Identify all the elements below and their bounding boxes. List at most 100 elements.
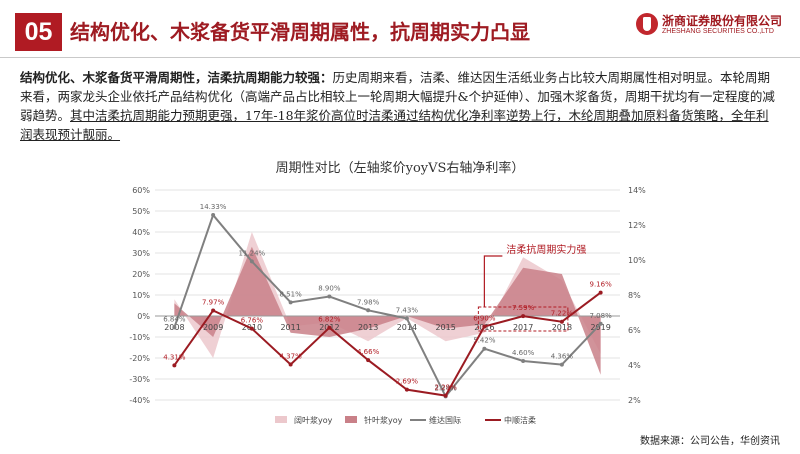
line-c-and-s-label: 4.31% xyxy=(163,353,186,361)
line-c-and-s xyxy=(173,291,602,397)
summary-body: 历史周期来看，洁柔、维达因生活纸业务占比较大周期属性相对明显。本轮周期来看，两家… xyxy=(20,70,775,123)
summary-paragraph: 结构优化、木浆备货平滑周期性，洁柔抗周期能力较强：历史周期来看，洁柔、维达因生活… xyxy=(20,68,780,144)
line-vinda-label: 8.90% xyxy=(318,285,341,293)
line-vinda-label: 7.08% xyxy=(590,312,613,320)
annotation-text: 洁柔抗周期实力强 xyxy=(506,243,586,256)
header-bar: 05 结构优化、木浆备货平滑周期属性，抗周期实力凸显 浙商证券股份有限公司 ZH… xyxy=(0,0,800,64)
line-c-and-s-point xyxy=(404,387,409,392)
x-axis-tick: 2014 xyxy=(397,323,417,332)
left-axis-tick: 60% xyxy=(132,186,150,195)
line-c-and-s-label: 6.76% xyxy=(241,317,264,325)
line-vinda-label: 2.24% xyxy=(435,384,458,392)
line-vinda-label: 7.98% xyxy=(357,298,380,306)
chart-title: 周期性对比（左轴浆价yoyVS右轴净利率） xyxy=(276,160,525,176)
line-vinda-point xyxy=(404,316,409,321)
line-c-and-s-label: 2.69% xyxy=(396,378,419,386)
x-axis-tick: 2013 xyxy=(358,323,378,332)
line-vinda-label: 8.51% xyxy=(280,290,303,298)
line-vinda-point xyxy=(521,359,526,363)
line-vinda-label: 14.33% xyxy=(200,203,227,211)
line-c-and-s-point xyxy=(327,325,332,330)
line-c-and-s-label: 6.82% xyxy=(318,316,341,324)
legend-label-0: 阔叶浆yoy xyxy=(294,415,333,425)
summary-lead: 结构优化、木浆备货平滑周期性，洁柔抗周期能力较强： xyxy=(20,70,333,85)
line-c-and-s-label: 4.37% xyxy=(280,352,303,360)
line-vinda-point xyxy=(211,213,216,218)
line-c-and-s-point xyxy=(211,308,216,313)
line-c-and-s-point xyxy=(598,290,603,295)
logo-mark-icon xyxy=(636,13,658,35)
left-axis-tick: 0% xyxy=(137,312,150,321)
left-axis-tick: 30% xyxy=(132,249,150,258)
legend-label-3: 中顺洁柔 xyxy=(504,415,536,425)
line-vinda-point xyxy=(559,362,564,367)
legend-swatch-1 xyxy=(345,416,357,423)
line-vinda-label: 7.43% xyxy=(396,307,419,315)
line-c-and-s-label: 7.59% xyxy=(512,304,535,312)
right-axis-tick: 8% xyxy=(628,291,641,300)
line-vinda-label: 4.60% xyxy=(512,349,535,357)
chart-area: 周期性对比（左轴浆价yoyVS右轴净利率） -40% -30% -20% -10% 0% 1… xyxy=(0,150,800,450)
line-vinda-point xyxy=(288,300,293,305)
right-axis-tick: 10% xyxy=(628,256,646,265)
left-axis-tick: -40% xyxy=(129,396,150,405)
line-vinda-point xyxy=(172,325,177,330)
left-axis-tick: 50% xyxy=(132,207,150,216)
line-c-and-s-point xyxy=(172,363,177,368)
line-c-and-s-label: 4.66% xyxy=(357,348,380,356)
left-axis-tick: -30% xyxy=(129,375,150,384)
line-vinda-label: 11.24% xyxy=(239,249,266,257)
line-vinda-point xyxy=(327,294,332,299)
x-axis-tick: 2015 xyxy=(435,323,455,332)
left-axis-tick: 40% xyxy=(132,228,150,237)
line-c-and-s-point xyxy=(443,393,448,398)
x-axis-tick: 2009 xyxy=(203,323,223,332)
x-axis-tick: 2017 xyxy=(513,323,533,332)
annotation-arrow xyxy=(483,255,503,307)
area-softwood-pulp-yoy xyxy=(174,246,601,375)
line-c-and-s-point xyxy=(521,314,526,319)
summary-underlined: 其中洁柔抗周期能力预期更强，17年-18年浆价高位时洁柔通过结构优化净利率逆势上… xyxy=(20,108,769,142)
line-c-and-s-label: 6.90% xyxy=(473,315,496,323)
x-axis-tick: 2018 xyxy=(552,323,572,332)
x-axis-tick: 2019 xyxy=(590,323,610,332)
line-c-and-s-point xyxy=(249,326,254,331)
logo-name-cn: 浙商证券股份有限公司 xyxy=(662,14,783,28)
line-vinda-label: 6.84% xyxy=(163,315,186,323)
line-c-and-s-label: 7.22% xyxy=(551,310,574,318)
line-c-and-s-label: 9.16% xyxy=(590,281,613,289)
annotation-box xyxy=(477,306,569,332)
line-vinda-point xyxy=(366,308,371,313)
left-axis-tick: 10% xyxy=(132,291,150,300)
line-c-and-s-point xyxy=(366,358,371,363)
legend-swatch-0 xyxy=(275,416,287,423)
line-vinda-label: 5.42% xyxy=(473,337,496,345)
legend-label-2: 维达国际 xyxy=(429,415,461,425)
legend-label-1: 针叶浆yoy xyxy=(364,415,403,425)
line-vinda-point xyxy=(249,259,254,264)
page-title: 结构优化、木浆备货平滑周期属性，抗周期实力凸显 xyxy=(70,20,530,44)
cyclicality-chart: 周期性对比（左轴浆价yoyVS右轴净利率） -40% -30% -20% -10% 0% 1… xyxy=(129,160,646,425)
right-axis-tick: 4% xyxy=(628,361,641,370)
right-axis-tick: 6% xyxy=(628,326,641,335)
section-number: 05 xyxy=(15,13,62,51)
left-axis-tick: 20% xyxy=(132,270,150,279)
line-vinda-label: 4.36% xyxy=(551,353,574,361)
company-logo: 浙商证券股份有限公司 ZHESHANG SECURITIES CO.,LTD xyxy=(636,11,786,43)
line-vinda xyxy=(173,213,602,399)
header-divider xyxy=(0,57,800,58)
right-axis-tick: 12% xyxy=(628,221,646,230)
line-c-and-s-point xyxy=(559,319,564,324)
line-c-and-s-label: 7.97% xyxy=(202,298,225,306)
left-axis-tick: -10% xyxy=(129,333,150,342)
line-c-and-s-point xyxy=(288,362,293,367)
data-source: 数据来源：公司公告，华创资讯 xyxy=(640,436,780,447)
x-axis-tick: 2011 xyxy=(280,323,300,332)
left-axis-tick: -20% xyxy=(129,354,150,363)
logo-name-en: ZHESHANG SECURITIES CO.,LTD xyxy=(662,28,774,35)
line-vinda-point xyxy=(482,346,487,351)
line-c-and-s-label: 2.29% xyxy=(435,384,458,392)
right-axis-tick: 2% xyxy=(628,396,641,405)
right-axis-tick: 14% xyxy=(628,186,646,195)
line-vinda-point xyxy=(598,321,603,326)
